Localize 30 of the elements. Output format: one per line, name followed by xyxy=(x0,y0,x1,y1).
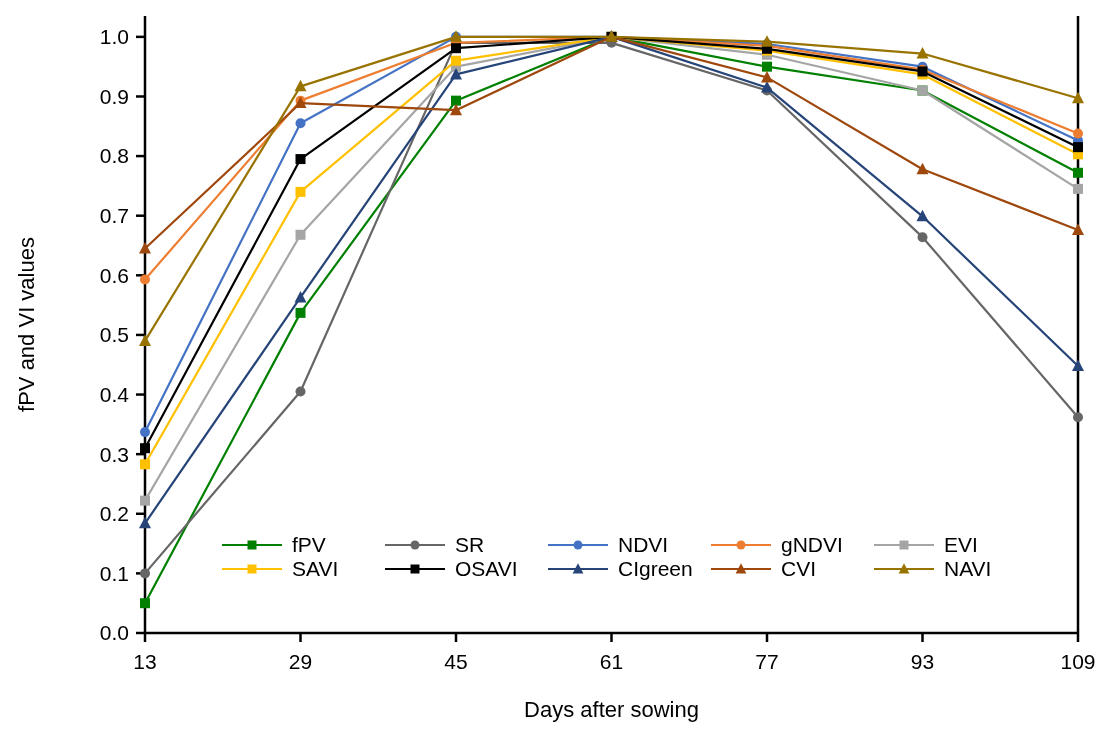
y-tick-label: 0.3 xyxy=(99,442,129,466)
y-tick-label: 0.1 xyxy=(99,561,129,585)
legend-label: OSAVI xyxy=(455,557,518,581)
y-tick-label: 0.0 xyxy=(99,621,129,645)
legend-label: NAVI xyxy=(944,557,992,581)
x-tick-label: 77 xyxy=(755,650,779,673)
legend-label: SR xyxy=(455,533,485,557)
legend-label: SAVI xyxy=(292,557,339,581)
legend-label: NDVI xyxy=(618,533,669,557)
y-tick-label: 0.2 xyxy=(99,502,129,526)
x-tick-label: 61 xyxy=(599,650,624,673)
y-tick-label: 0.4 xyxy=(99,382,130,406)
x-axis-title: Days after sowing xyxy=(524,697,699,722)
x-tick-label: 29 xyxy=(288,650,313,673)
x-tick-label: 109 xyxy=(1060,650,1096,673)
y-tick-label: 0.9 xyxy=(99,84,129,108)
legend-label: CVI xyxy=(781,557,817,581)
y-tick-label: 0.5 xyxy=(99,323,129,347)
y-tick-label: 1.0 xyxy=(99,25,129,49)
legend-label: CIgreen xyxy=(618,557,693,581)
y-axis-title: fPV and VI values xyxy=(14,237,39,412)
legend-label: fPV xyxy=(292,533,326,557)
legend-label: gNDVI xyxy=(781,533,843,557)
y-tick-label: 0.6 xyxy=(99,263,129,287)
y-tick-label: 0.8 xyxy=(99,144,129,168)
legend-label: EVI xyxy=(944,533,978,557)
x-tick-label: 45 xyxy=(444,650,468,673)
x-tick-label: 13 xyxy=(133,650,157,673)
y-tick-label: 0.7 xyxy=(99,204,129,228)
x-tick-label: 93 xyxy=(910,650,935,673)
